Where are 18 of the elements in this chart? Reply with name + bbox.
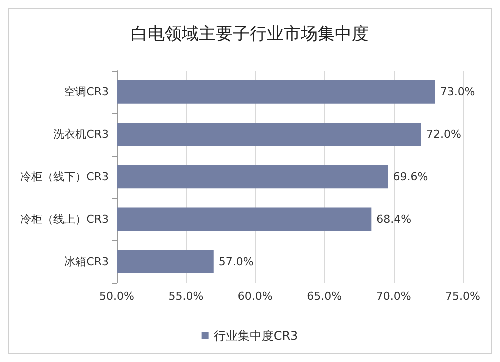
x-tick-label: 65.0% [307,290,342,303]
x-tick-label: 75.0% [446,290,480,303]
y-tick-label: 冷柜（线上）CR3 [20,212,109,226]
text: 73.0% [440,86,476,99]
x-tick-label: 60.0% [238,290,273,303]
x-tick-label: 50.0% [100,290,134,303]
text: 68.4% [376,212,412,226]
text: 69.6% [393,170,428,184]
x-tick-label: 70.0% [376,290,412,303]
text: 72.0% [426,128,462,142]
y-tick-label: 洗衣机CR3 [54,128,109,142]
legend-label: 行业集中度CR3 [214,329,298,343]
y-tick-label: 空调CR3 [64,86,109,99]
y-tick-label: 冰箱CR3 [64,255,109,268]
text: 57.0% [218,255,254,268]
x-tick-label: 55.0% [168,290,204,303]
y-tick-label: 冷柜（线下）CR3 [20,170,109,184]
chart-title: 白电领域主要子行业市场集中度 [131,24,369,44]
